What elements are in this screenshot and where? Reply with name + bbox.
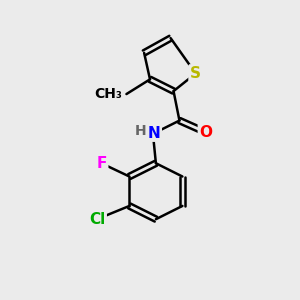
Text: N: N xyxy=(148,126,161,141)
Text: CH₃: CH₃ xyxy=(94,87,122,101)
Text: Cl: Cl xyxy=(89,212,105,227)
Text: H: H xyxy=(135,124,146,138)
Text: O: O xyxy=(200,125,212,140)
Text: S: S xyxy=(190,66,201,81)
Text: F: F xyxy=(96,156,106,171)
